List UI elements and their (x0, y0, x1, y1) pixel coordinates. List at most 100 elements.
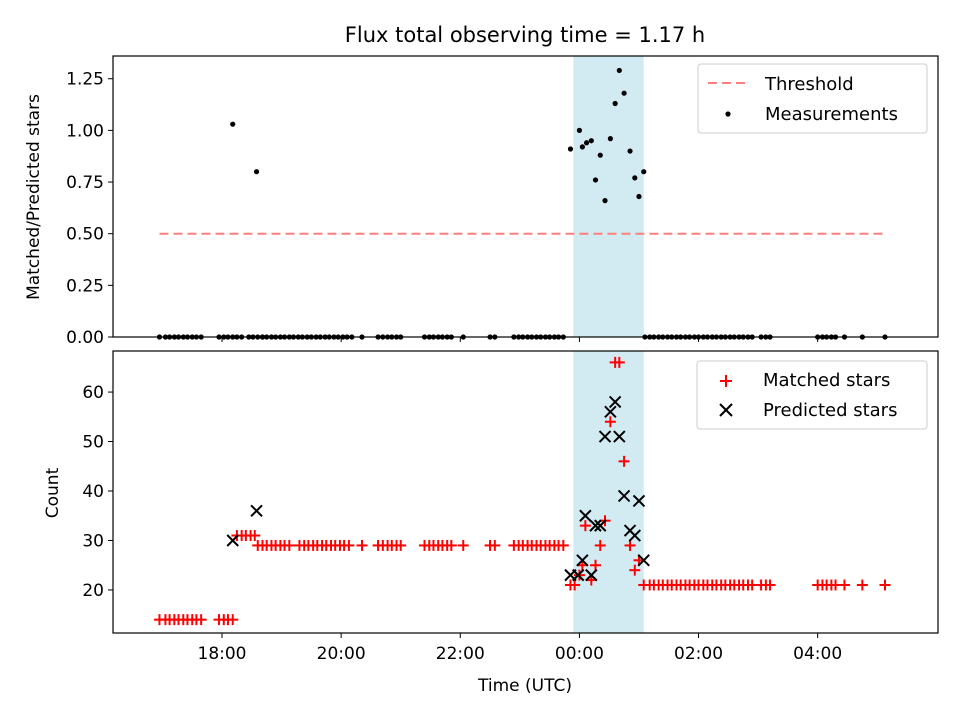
matched-star-point (283, 539, 295, 551)
bottom-panel: 20 30 40 50 60 18:00 20:00 22:00 00:00 02:00 04:0… (43, 350, 939, 696)
measurement-point (607, 136, 613, 142)
measurement-point (621, 90, 627, 96)
matched-star-point (395, 539, 407, 551)
legend-threshold-label: Threshold (764, 74, 854, 95)
matched-star-point (856, 579, 868, 591)
matched-star-point (613, 356, 625, 368)
measurement-point (567, 146, 574, 152)
predicted-star-point (637, 554, 650, 567)
bottom-y-axis-label: Count (43, 467, 63, 518)
bottom-y-tick-label: 20 (82, 581, 104, 601)
top-x-ticks (221, 337, 819, 342)
measurement-point (632, 175, 638, 181)
legend-matched-label: Matched stars (763, 370, 890, 391)
predicted-star-point (632, 494, 646, 508)
measurement-point (588, 138, 594, 144)
matched-star-point (445, 539, 457, 551)
matched-star-point (489, 539, 501, 551)
predicted-star-point (604, 405, 617, 419)
x-tick-label: 00:00 (555, 644, 604, 664)
x-axis-label: Time (UTC) (477, 676, 572, 696)
matched-star-point (594, 539, 606, 551)
matched-star-point (764, 579, 776, 591)
predicted-star-point (594, 519, 607, 532)
x-tick-label: 18:00 (198, 644, 247, 664)
matched-star-point (227, 614, 239, 626)
top-y-tick-label: 1.00 (66, 121, 104, 141)
legend-measurements-label: Measurements (765, 104, 898, 125)
top-y-tick-label: 0.50 (66, 225, 104, 245)
matched-star-point (629, 564, 641, 576)
bottom-highlight-span (573, 351, 644, 633)
predicted-star-point (608, 395, 622, 409)
x-tick-label: 02:00 (674, 644, 723, 664)
predicted-star-point (576, 554, 589, 567)
bottom-legend-box (696, 360, 928, 430)
top-y-ticks: 0.00 0.25 0.50 0.75 1.00 1.25 (66, 70, 113, 348)
bottom-y-tick-label: 40 (82, 482, 104, 502)
predicted-star-point (598, 430, 612, 443)
top-plot-frame (112, 55, 939, 338)
matched-star-point (589, 559, 601, 571)
predicted-star-point (585, 568, 598, 582)
measurement-point (641, 169, 647, 175)
predicted-stars-series (226, 395, 650, 582)
matched-star-point (343, 539, 355, 551)
matched-star-point (579, 520, 591, 532)
bottom-y-ticks: 20 30 40 50 60 (82, 383, 113, 601)
predicted-star-point (589, 519, 602, 532)
top-legend-box (697, 63, 928, 134)
matched-star-point (195, 614, 207, 626)
figure-title: Flux total observing time = 1.17 h (345, 23, 705, 47)
measurement-point (636, 193, 642, 200)
top-y-tick-label: 0.25 (66, 276, 104, 296)
matched-star-point (249, 530, 261, 542)
matched-star-point (879, 579, 891, 591)
bottom-x-ticks: 18:00 20:00 22:00 00:00 02:00 04:00 (198, 633, 842, 664)
legend-predicted-swatch (719, 403, 733, 417)
matched-star-point (457, 539, 469, 551)
matched-star-point (838, 579, 850, 591)
measurement-point (627, 148, 633, 154)
predicted-star-point (226, 534, 239, 547)
measurement-point (612, 100, 618, 107)
predicted-star-point (579, 509, 592, 522)
measurement-point (579, 144, 585, 150)
predicted-star-point (617, 489, 631, 503)
bottom-legend: Matched stars Predicted stars (696, 360, 928, 430)
top-legend: Threshold Measurements (697, 63, 928, 134)
matched-star-point (618, 455, 630, 467)
predicted-star-point (572, 568, 585, 582)
matched-star-point (624, 539, 636, 551)
matched-star-point (557, 539, 569, 551)
legend-predicted-label: Predicted stars (763, 400, 897, 421)
top-y-axis-label: Matched/Predicted stars (24, 94, 44, 300)
bottom-y-tick-label: 50 (82, 433, 104, 453)
top-y-tick-label: 0.00 (66, 328, 104, 348)
top-highlight-span (573, 56, 644, 337)
measurement-point (597, 152, 603, 158)
top-y-tick-label: 0.75 (66, 173, 104, 193)
predicted-star-point (613, 430, 626, 443)
top-panel: 0.00 0.25 0.50 0.75 1.00 1.25 Matched/Predict… (24, 55, 939, 348)
legend-matched-swatch (720, 375, 732, 387)
predicted-star-point (250, 504, 263, 518)
measurement-point (253, 169, 260, 175)
measurement-point (583, 140, 590, 146)
x-tick-label: 20:00 (317, 644, 366, 664)
measurement-point (602, 198, 608, 204)
matched-star-point (356, 539, 368, 551)
matched-star-point (604, 416, 616, 428)
bottom-y-tick-label: 60 (82, 383, 104, 403)
measurement-point (576, 127, 583, 133)
measurement-point (230, 121, 236, 127)
measurement-point (616, 67, 622, 74)
measurement-point (592, 177, 599, 183)
x-tick-label: 04:00 (793, 644, 842, 664)
predicted-star-point (628, 529, 642, 542)
bottom-plot-frame (112, 350, 939, 634)
x-tick-label: 22:00 (436, 644, 485, 664)
bottom-y-tick-label: 30 (82, 531, 104, 551)
top-y-tick-label: 1.25 (66, 70, 104, 90)
